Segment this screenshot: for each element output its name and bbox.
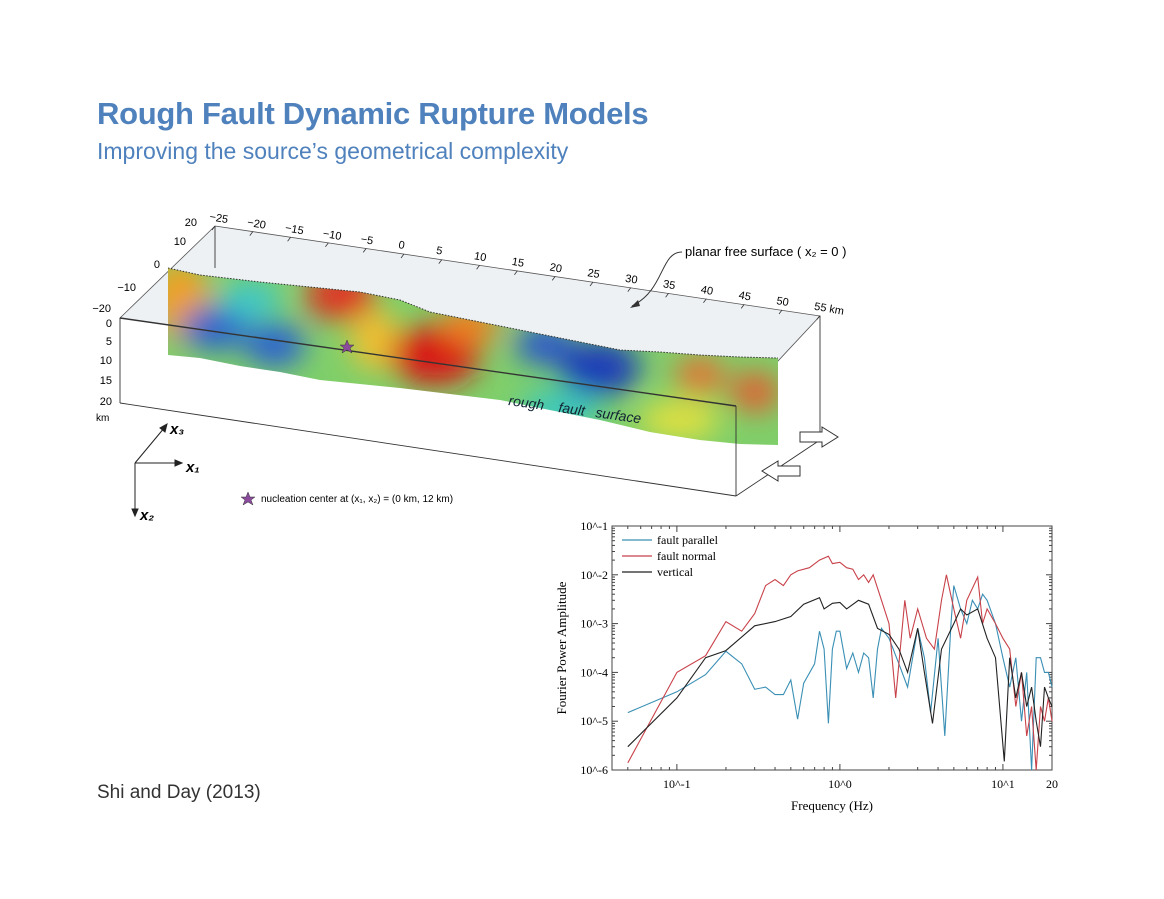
fault-label-rough: rough: [508, 392, 546, 413]
shear-arrows: [761, 426, 839, 482]
free-surface-label: planar free surface ( x₂ = 0 ): [685, 244, 846, 259]
x1-tick-label: 15: [511, 256, 525, 270]
y-tick-label: 10^-5: [580, 714, 608, 728]
slide-title: Rough Fault Dynamic Rupture Models: [97, 96, 649, 131]
series-line-fault-parallel: [627, 585, 1053, 771]
x1-tick-label: 0: [397, 239, 405, 252]
depth-tick-label: 10: [100, 355, 112, 367]
x2-label: x₂: [139, 507, 154, 524]
fault-model-diagram: −25 −20 −15 −10 −5 0 5 10 15 20 25 30 35 40 45 50 55 km …: [92, 211, 846, 524]
legend-label: fault parallel: [657, 533, 719, 547]
depth-axis-ticks: 0 5 10 15 20: [100, 318, 112, 408]
depth-tick-label: 0: [106, 318, 112, 330]
x3-tick-label: −20: [92, 303, 111, 315]
x1-tick-label: −10: [322, 228, 342, 243]
y-tick-label: 10^-3: [580, 617, 608, 631]
x-tick-label: 10^0: [828, 777, 852, 791]
y-tick-label: 10^-2: [580, 568, 608, 582]
depth-tick-label: 5: [106, 336, 112, 348]
legend-label: vertical: [657, 565, 694, 579]
y-tick-label: 10^-1: [580, 519, 608, 533]
x1-axis-ticks: −25 −20 −15 −10 −5 0 5 10 15 20 25 30 35 40 45 50 55 km: [208, 211, 845, 320]
slide-subtitle: Improving the source’s geometrical compl…: [97, 138, 569, 164]
x1-tick-label: 5: [435, 245, 443, 258]
x1-tick-label: 55 km: [813, 301, 845, 318]
x-tick-label: 10^-1: [663, 777, 691, 791]
x1-tick-label: 25: [586, 267, 600, 281]
y-axis-label: Fourier Power Amplitude: [554, 581, 569, 714]
x3-axis-ticks: 20 10 0 −10 −20: [92, 217, 197, 315]
x1-tick-label: −15: [284, 222, 304, 237]
x-tick-label: 20: [1046, 777, 1058, 791]
x3-tick-label: −10: [117, 282, 136, 294]
legend-star-icon: [240, 491, 256, 506]
legend-label: fault normal: [657, 549, 717, 563]
legend: fault parallel fault normal vertical: [622, 533, 719, 579]
x1-tick-label: 45: [738, 290, 752, 304]
fault-label-surface: surface: [595, 404, 643, 426]
fault-label-fault: fault: [558, 399, 588, 419]
x1-label: x₁: [185, 459, 200, 476]
x-tick-label: 10^1: [991, 777, 1015, 791]
depth-tick-label: 20: [100, 396, 112, 408]
nucleation-star-icon: [339, 339, 355, 354]
x1-tick-label: 10: [473, 250, 487, 264]
x1-tick-label: 35: [662, 278, 676, 292]
pointer-arrow-icon: [631, 251, 683, 307]
x1-tick-label: −25: [208, 211, 228, 226]
x1-tick-label: 40: [700, 284, 714, 298]
depth-tick-label: 15: [100, 375, 112, 387]
nucleation-label: nucleation center at (x₁, x₂) = (0 km, 1…: [261, 494, 453, 505]
x3-tick-label: 10: [174, 236, 186, 248]
x3-tick-label: 0: [154, 259, 160, 271]
y-tick-label: 10^-6: [580, 763, 608, 777]
citation: Shi and Day (2013): [97, 782, 261, 803]
depth-unit: km: [96, 413, 109, 424]
coordinate-axes: [131, 422, 184, 518]
x1-tick-label: 30: [624, 273, 638, 287]
series-line-vertical: [627, 596, 1053, 762]
x3-tick-label: 20: [185, 217, 197, 229]
y-tick-label: 10^-4: [580, 665, 608, 679]
x1-tick-label: 50: [775, 295, 789, 309]
x1-tick-label: 20: [549, 262, 563, 276]
x1-tick-label: −5: [360, 234, 374, 248]
series-line-fault-normal: [627, 555, 1053, 771]
x1-tick-label: −20: [246, 217, 266, 232]
x-axis-label: Frequency (Hz): [791, 798, 873, 813]
x3-label: x₃: [169, 421, 184, 438]
